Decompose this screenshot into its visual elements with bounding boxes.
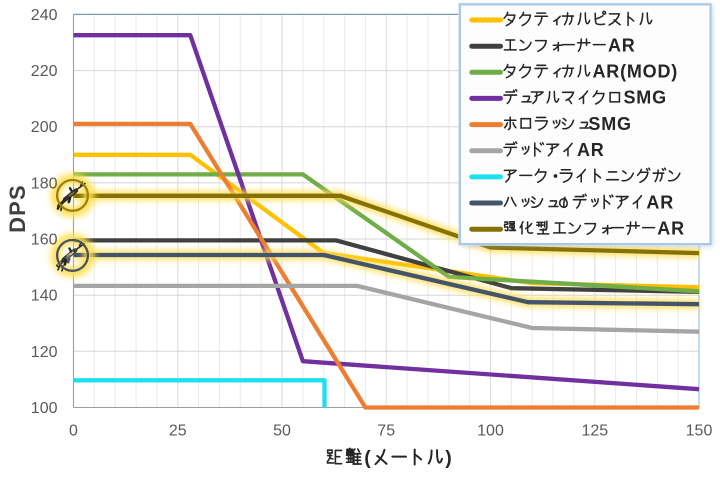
- svg-text:75: 75: [377, 423, 395, 440]
- svg-text:120: 120: [31, 344, 58, 361]
- svg-text:): ): [445, 447, 452, 469]
- svg-text:(: (: [364, 447, 371, 469]
- svg-text:200: 200: [31, 119, 58, 136]
- svg-text:100: 100: [477, 423, 504, 440]
- svg-text:AR: AR: [608, 36, 636, 56]
- svg-text:AR: AR: [657, 219, 685, 239]
- svg-text:100: 100: [31, 400, 58, 417]
- svg-text:DPS: DPS: [5, 184, 30, 233]
- svg-text:0: 0: [69, 423, 78, 440]
- svg-text:180: 180: [31, 175, 58, 192]
- svg-text:125: 125: [581, 423, 608, 440]
- svg-text:50: 50: [273, 423, 291, 440]
- svg-text:SMG: SMG: [624, 88, 667, 108]
- svg-text:240: 240: [31, 7, 58, 24]
- svg-text:220: 220: [31, 63, 58, 80]
- svg-text:SMG: SMG: [588, 114, 631, 134]
- svg-text:160: 160: [31, 232, 58, 249]
- svg-text:AR: AR: [646, 192, 674, 212]
- svg-text:140: 140: [31, 288, 58, 305]
- svg-text:25: 25: [169, 423, 187, 440]
- svg-text:150: 150: [686, 423, 713, 440]
- svg-text:AR(MOD): AR(MOD): [593, 62, 679, 82]
- svg-text:AR: AR: [577, 140, 605, 160]
